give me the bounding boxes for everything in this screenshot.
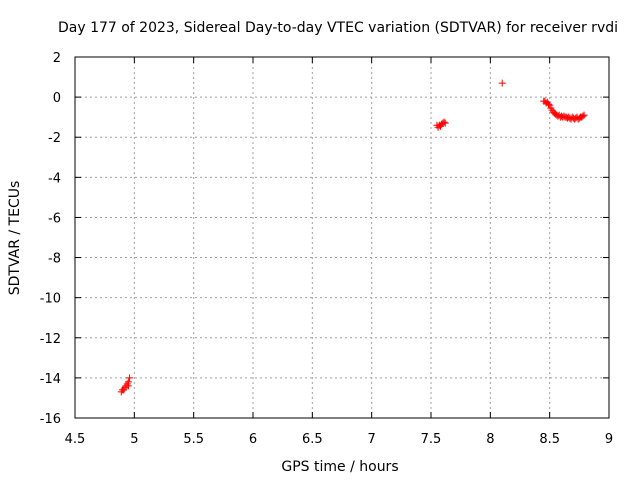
y-tick-labels: -16 -14 -12 -10 -8 -6 -4 -2 0 2 bbox=[40, 51, 61, 427]
x-tick-label: 5.5 bbox=[183, 432, 204, 447]
data-point bbox=[546, 101, 554, 109]
x-tick-label: 5 bbox=[130, 432, 138, 447]
y-axis-label: SDTVAR / TECUs bbox=[7, 181, 23, 296]
plot-frame bbox=[74, 56, 610, 419]
y-tick-label: -16 bbox=[40, 412, 61, 427]
data-point bbox=[124, 382, 132, 390]
x-tick-labels: 4.5 5 5.5 6 6.5 7 7.5 8 8.5 9 bbox=[65, 432, 613, 447]
y-tick-label: -6 bbox=[48, 211, 61, 226]
x-tick-label: 7.5 bbox=[421, 432, 442, 447]
y-tick-label: -8 bbox=[48, 252, 61, 267]
x-tick-label: 8 bbox=[486, 432, 494, 447]
x-tick-label: 4.5 bbox=[65, 432, 86, 447]
y-tick-label: -2 bbox=[48, 131, 61, 146]
y-tick-label: -10 bbox=[40, 292, 61, 307]
y-tick-label: -14 bbox=[40, 372, 61, 387]
x-tick-label: 6 bbox=[249, 432, 257, 447]
data-point bbox=[544, 100, 552, 108]
data-point bbox=[441, 119, 449, 127]
data-point bbox=[498, 79, 506, 87]
data-point bbox=[440, 118, 448, 126]
data-point bbox=[579, 112, 587, 120]
x-axis-label: GPS time / hours bbox=[281, 459, 398, 475]
y-tick-label: 0 bbox=[53, 91, 61, 106]
axis-ticks bbox=[74, 56, 610, 419]
chart-title: Day 177 of 2023, Sidereal Day-to-day VTE… bbox=[58, 20, 618, 36]
y-tick-label: 2 bbox=[53, 51, 61, 66]
data-point bbox=[580, 111, 588, 119]
x-tick-label: 9 bbox=[605, 432, 613, 447]
y-tick-label: -4 bbox=[48, 171, 61, 186]
data-point bbox=[126, 374, 134, 382]
x-tick-label: 7 bbox=[368, 432, 376, 447]
y-tick-label: -12 bbox=[40, 332, 61, 347]
x-tick-label: 8.5 bbox=[539, 432, 560, 447]
data-points bbox=[117, 79, 588, 396]
gridlines bbox=[75, 57, 609, 418]
x-tick-label: 6.5 bbox=[302, 432, 323, 447]
